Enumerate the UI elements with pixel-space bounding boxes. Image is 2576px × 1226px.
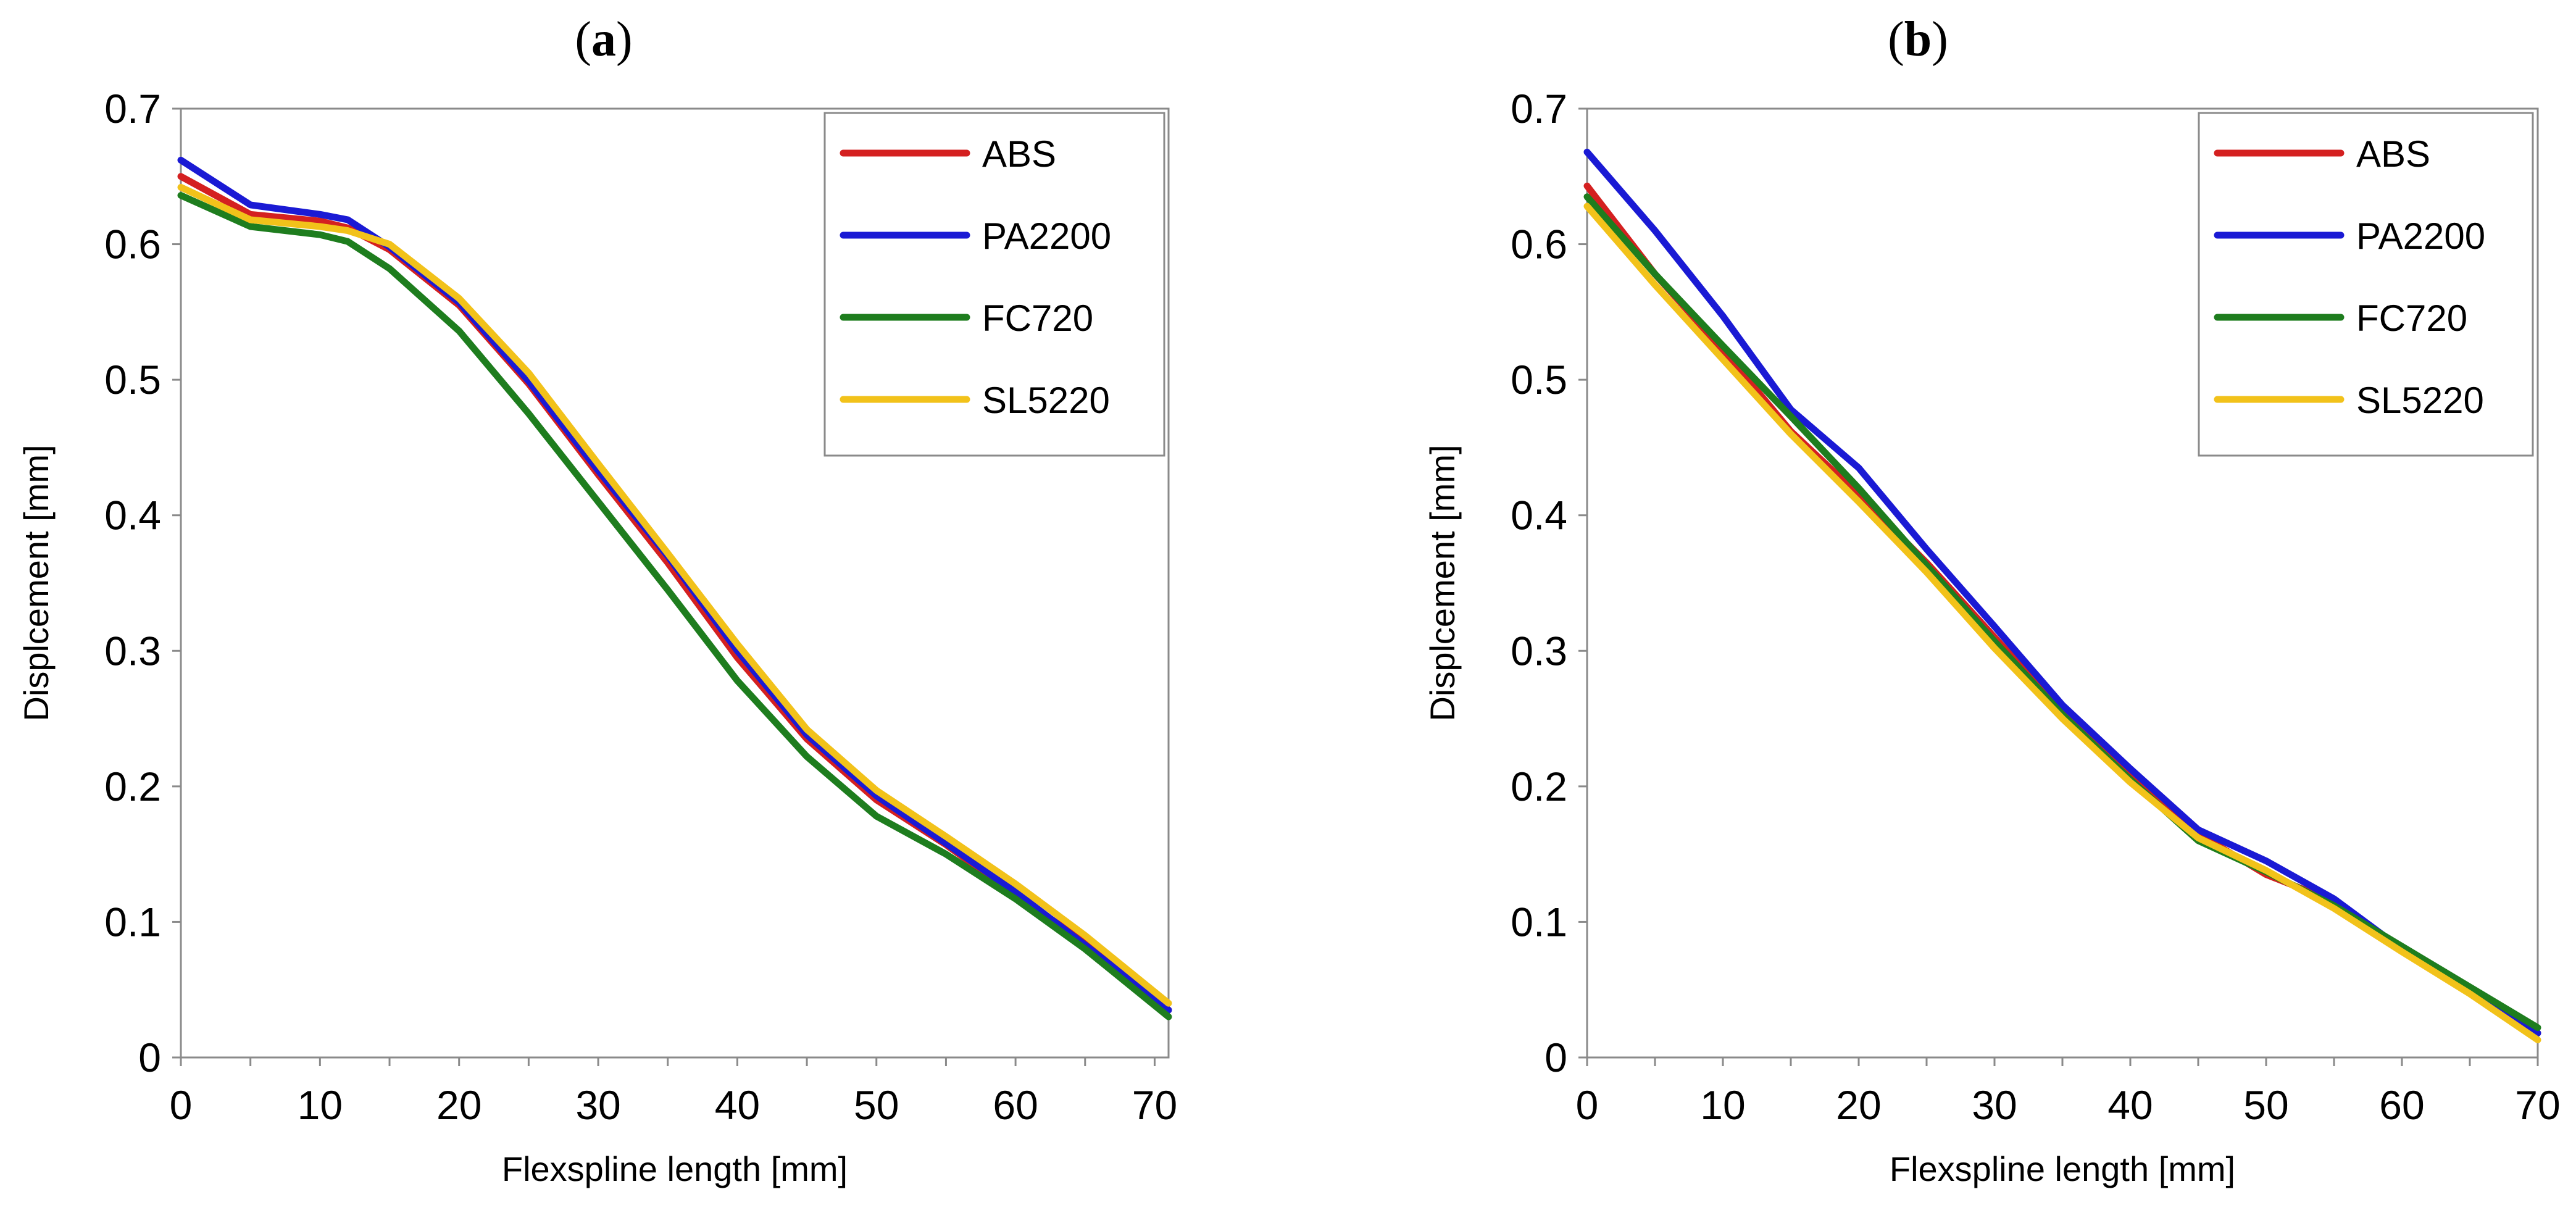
panel-label: (b) <box>1888 12 1948 67</box>
y-tick-label: 0 <box>1544 1035 1567 1080</box>
y-tick-label: 0.4 <box>104 493 161 538</box>
x-tick-label: 0 <box>170 1082 193 1128</box>
x-axis-title: Flexspline length [mm] <box>502 1149 848 1188</box>
y-tick-label: 0.3 <box>104 628 161 673</box>
y-tick-label: 0.5 <box>1511 357 1567 402</box>
legend: ABS PA2200 FC720 SL5220 <box>2198 112 2534 457</box>
y-tick-label: 0.3 <box>1511 628 1567 673</box>
x-tick-label: 20 <box>1836 1082 1881 1128</box>
y-tick-label: 0.6 <box>1511 222 1567 267</box>
panel-b: (b) 0 0.1 0.2 0.3 0.4 0.5 0.6 0.7 0 10 20 30 40 50 60 70… <box>1423 12 2561 1188</box>
x-tick-label: 30 <box>1972 1082 2017 1128</box>
x-tick-label: 60 <box>993 1082 1038 1128</box>
x-tick-label: 70 <box>1132 1082 1177 1128</box>
legend-label: FC720 <box>982 298 1093 339</box>
plot-area-frame <box>180 107 1170 1059</box>
series-line-sl5220 <box>1583 202 2541 1043</box>
x-tick-label: 60 <box>2379 1082 2424 1128</box>
x-tick-label: 20 <box>436 1082 481 1128</box>
legend-label: SL5220 <box>2356 380 2484 421</box>
y-axis-title: Displcement [mm] <box>17 444 56 721</box>
x-tick-label: 70 <box>2515 1082 2560 1128</box>
legend-label: SL5220 <box>982 380 1110 421</box>
legend-label: FC720 <box>2356 298 2467 339</box>
x-tick-label: 40 <box>2107 1082 2153 1128</box>
panel-a: (a) 0 0.1 0.2 0.3 0.4 0.5 0.6 0.7 0 10 20 30 40 50 60 70… <box>17 12 1177 1188</box>
x-tick-label: 40 <box>715 1082 760 1128</box>
y-tick-label: 0.2 <box>104 764 161 809</box>
legend-label: PA2200 <box>982 215 1111 257</box>
series-line-fc720 <box>177 192 1172 1020</box>
y-tick-label: 0.7 <box>104 86 161 131</box>
panel-label: (a) <box>575 12 632 67</box>
series-line-sl5220 <box>177 183 1172 1007</box>
y-tick-label: 0.7 <box>1511 86 1567 131</box>
y-tick-label: 0.1 <box>104 899 161 945</box>
x-tick-label: 50 <box>2243 1082 2288 1128</box>
y-tick-label: 0.6 <box>104 222 161 267</box>
y-tick-label: 0 <box>138 1035 161 1080</box>
y-tick-label: 0.4 <box>1511 493 1567 538</box>
panel-label-letter: a <box>591 12 616 67</box>
x-tick-label: 30 <box>575 1082 620 1128</box>
x-tick-label: 10 <box>1700 1082 1745 1128</box>
panel-label-letter: b <box>1904 12 1932 67</box>
x-tick-label: 0 <box>1576 1082 1599 1128</box>
y-tick-label: 0.5 <box>104 357 161 402</box>
legend-label: ABS <box>2356 133 2430 175</box>
y-axis-title: Displcement [mm] <box>1423 444 1462 721</box>
y-tick-label: 0.1 <box>1511 899 1567 945</box>
legend-label: ABS <box>982 133 1056 175</box>
x-tick-label: 50 <box>854 1082 899 1128</box>
x-tick-label: 10 <box>298 1082 343 1128</box>
x-axis-title: Flexspline length [mm] <box>1890 1149 2235 1188</box>
legend: ABS PA2200 FC720 SL5220 <box>823 112 1165 457</box>
legend-label: PA2200 <box>2356 215 2485 257</box>
y-tick-label: 0.2 <box>1511 764 1567 809</box>
